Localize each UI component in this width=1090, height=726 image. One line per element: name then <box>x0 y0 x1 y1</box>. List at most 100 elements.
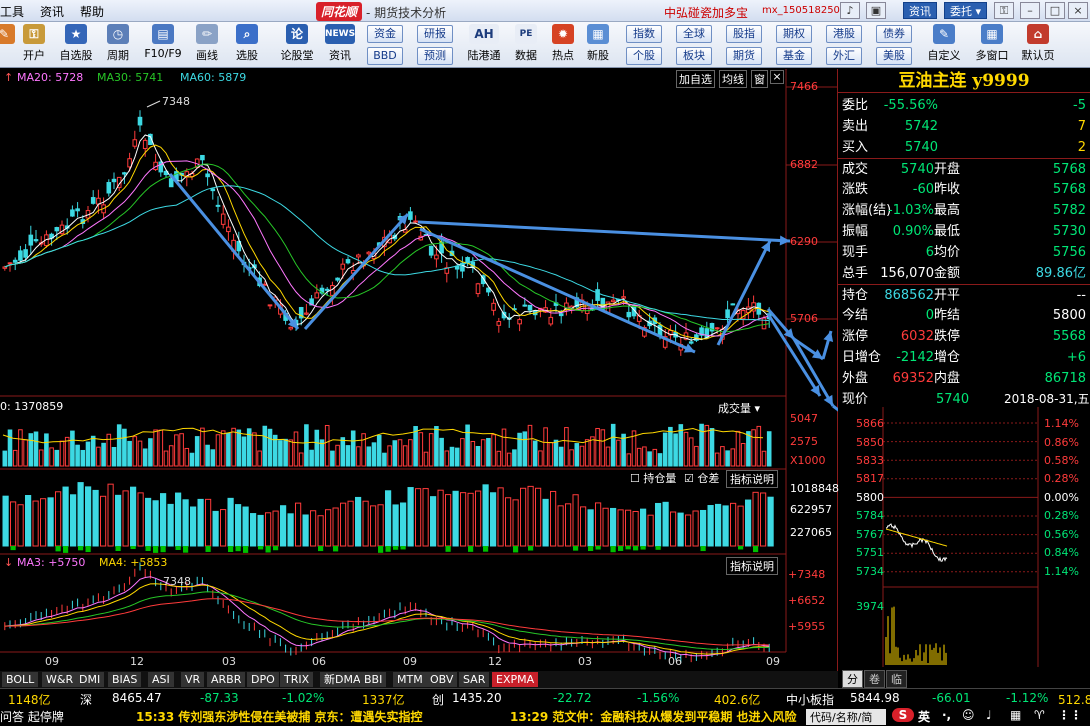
global-button[interactable]: 全球 <box>676 25 712 43</box>
f10-button[interactable]: ▤ F10/F9 <box>140 24 186 66</box>
emoji-icon[interactable]: ☺ <box>962 708 975 722</box>
candle-body <box>480 275 486 285</box>
oi-checkbox[interactable]: ☐ 持仓量 <box>630 472 677 485</box>
indicator-tab[interactable]: SAR <box>459 672 490 687</box>
intraday-chart[interactable]: 5866 5850 5833 5817 5800 5784 5767 5751 5734 3974… <box>838 407 1090 688</box>
expma-help-button[interactable]: 指标说明 <box>726 557 778 575</box>
bell-icon[interactable]: ♪ <box>840 2 860 19</box>
stock-index-button[interactable]: 股指 <box>726 25 762 43</box>
candle-body <box>59 224 65 235</box>
minimize-icon[interactable]: – <box>1020 2 1040 19</box>
news-item-3[interactable]: 13:29 范文仲：金融科技从爆发到平稳期 也进入风险 <box>510 710 797 724</box>
intraday-tab[interactable]: 分 <box>842 670 863 688</box>
ime-lang[interactable]: 英 <box>918 710 931 724</box>
ipo-button[interactable]: ▦ 新股 <box>584 24 612 66</box>
indicator-tab[interactable]: W&R <box>42 672 78 687</box>
indicator-tab[interactable]: BBI <box>360 672 387 687</box>
menu-tools[interactable]: 工具 <box>0 5 25 19</box>
stock-picker-button[interactable]: ⌕ 选股 <box>232 24 262 66</box>
indicator-tab[interactable]: VR <box>181 672 205 687</box>
volume-bar <box>538 450 543 467</box>
kline-chart-area[interactable]: ↑ MA20: 5728 MA30: 5741 MA60: 5879 加自选 均… <box>0 69 839 688</box>
candle-body <box>335 277 340 281</box>
volume-bar <box>366 446 372 467</box>
us-stocks-button[interactable]: 美股 <box>876 47 912 65</box>
arrow-head <box>779 235 790 246</box>
info-button[interactable]: 资讯 <box>903 2 937 19</box>
hk-stocks-button[interactable]: 港股 <box>826 25 862 43</box>
forex-button[interactable]: 外汇 <box>826 47 862 65</box>
shirt-icon[interactable]: ♈ <box>1034 708 1045 722</box>
indicator-tab[interactable]: MTM <box>393 672 427 687</box>
news-item-1[interactable]: 问答 起停牌 <box>0 710 64 724</box>
custom-button[interactable]: ✎ 自定义 <box>924 24 964 66</box>
mic-icon[interactable]: ♩ <box>986 708 992 722</box>
volume-bar <box>668 426 673 467</box>
default-page-button[interactable]: ⌂ 默认页 <box>1018 24 1058 66</box>
news-ticker[interactable]: 问答 起停牌 15:33 传刘强东涉性侵在美被捕 京东：遭遇失实指控 13:29… <box>0 708 1090 726</box>
index-button[interactable]: 指数 <box>626 25 662 43</box>
news-button[interactable]: NEWS 资讯 <box>324 24 356 66</box>
ime-punct-icon[interactable]: ·, <box>942 708 952 722</box>
menu-help[interactable]: 帮助 <box>80 5 105 19</box>
open-account-button[interactable]: ⚿ 开户 <box>19 24 49 66</box>
forum-button[interactable]: 论论股堂 <box>277 24 317 66</box>
hk-connect-button[interactable]: AH 陆港通 <box>464 24 504 66</box>
indicator-tab[interactable]: ARBR <box>207 672 246 687</box>
sectors-button[interactable]: 板块 <box>676 47 712 65</box>
account-name[interactable]: 中弘碰瓷加多宝 <box>664 6 749 20</box>
indicator-tab[interactable]: 新DMA <box>320 672 365 687</box>
trade-button[interactable]: 委托 ▾ <box>944 2 988 19</box>
indicator-tab[interactable]: ASI <box>148 672 174 687</box>
ma-toggle-button[interactable]: 均线 <box>719 70 747 88</box>
volume-bar <box>7 429 13 467</box>
indicator-tab[interactable]: TRIX <box>280 672 314 687</box>
oi-diff-checkbox[interactable]: ☑ 仓差 <box>684 472 720 485</box>
grid-icon[interactable]: ⋮⋮ <box>1058 708 1082 722</box>
volume-selector[interactable]: 成交量 ▾ <box>718 400 784 416</box>
research-button[interactable]: 研报 <box>417 25 453 43</box>
funds-market-button[interactable]: 基金 <box>776 47 812 65</box>
code-search-input[interactable]: 代码/名称/简 <box>806 709 886 725</box>
volume-bar <box>158 429 164 467</box>
maximize-icon[interactable]: □ <box>1045 2 1065 19</box>
tool-tools-button[interactable]: ✎ <box>0 24 15 66</box>
volume-bar <box>340 437 346 467</box>
skin-icon[interactable]: ▣ <box>866 2 886 19</box>
intraday-price-tick: 5866 <box>856 417 884 430</box>
multi-window-button[interactable]: ▦ 多窗口 <box>972 24 1012 66</box>
period-button[interactable]: ◷ 周期 <box>102 24 134 66</box>
forecast-button[interactable]: 预测 <box>417 47 453 65</box>
hot-button[interactable]: ✹ 热点 <box>549 24 577 66</box>
bonds-button[interactable]: 债券 <box>876 25 912 43</box>
data-button[interactable]: PE 数据 <box>512 24 540 66</box>
bbd-button[interactable]: BBD <box>367 47 403 65</box>
indicator-tab[interactable]: DMI <box>75 672 105 687</box>
funds-button[interactable]: 资金 <box>367 25 403 43</box>
draw-line-button[interactable]: ✏ 画线 <box>190 24 224 66</box>
add-watchlist-button[interactable]: 加自选 <box>676 70 715 88</box>
lock-icon[interactable]: ⚿ <box>994 2 1014 19</box>
indicator-tab[interactable]: DPO <box>247 672 279 687</box>
ime-logo-icon[interactable]: S <box>892 708 914 722</box>
oi-bar <box>700 509 707 547</box>
hammer-icon: ✎ <box>0 24 15 44</box>
news-item-2[interactable]: 15:33 传刘强东涉性侵在美被捕 京东：遭遇失实指控 <box>136 710 423 724</box>
menu-info[interactable]: 资讯 <box>40 5 65 19</box>
indicator-tab[interactable]: BOLL <box>2 672 39 687</box>
indicator-tab[interactable]: EXPMA <box>492 672 539 687</box>
quote-value: 69352 <box>892 371 934 386</box>
window-button[interactable]: 窗 <box>751 70 768 88</box>
keyboard-icon[interactable]: ▦ <box>1010 708 1022 722</box>
indicator-tab[interactable]: OBV <box>426 672 458 687</box>
watchlist-button[interactable]: ★ 自选股 <box>55 24 97 66</box>
oi-help-button[interactable]: 指标说明 <box>726 470 778 488</box>
close-chart-icon[interactable]: × <box>770 70 784 84</box>
options-button[interactable]: 期权 <box>776 25 812 43</box>
intraday-tab[interactable]: 卷 <box>864 670 885 688</box>
futures-button[interactable]: 期货 <box>726 47 762 65</box>
stocks-button[interactable]: 个股 <box>626 47 662 65</box>
indicator-tab[interactable]: BIAS <box>108 672 142 687</box>
intraday-tab[interactable]: 临 <box>886 670 907 688</box>
close-icon[interactable]: × <box>1068 2 1088 19</box>
